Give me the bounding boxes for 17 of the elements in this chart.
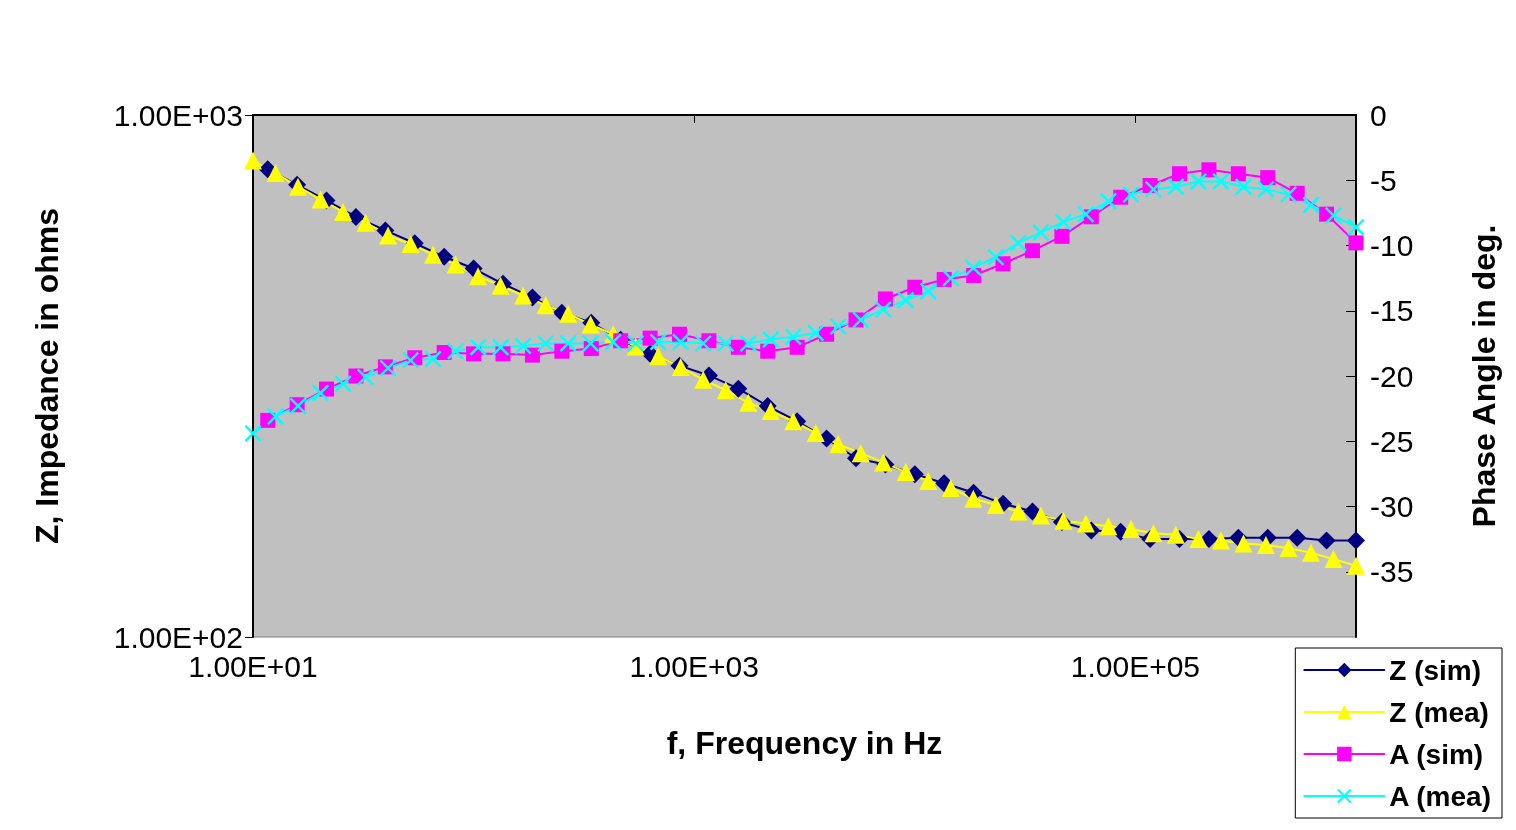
legend-label: Z (mea) [1389,696,1489,728]
y2-tick-label: -30 [1370,490,1414,523]
y2-axis-title: Phase Angle in deg. [1466,224,1502,528]
y2-tick-label: -20 [1370,359,1414,393]
legend-label: A (sim) [1389,738,1484,770]
y2-tick-label: -10 [1370,229,1414,262]
y2-tick-label: 0 [1370,98,1387,132]
y2-tick-label: -35 [1370,555,1414,589]
y-axis-title: Z, Impedance in ohms [29,207,65,545]
y2-tick-label: -5 [1370,163,1397,197]
legend-label: A (mea) [1389,780,1491,812]
y2-tick-label: -15 [1370,294,1414,328]
x-axis-title: f, Frequency in Hz [666,725,943,761]
legend-label: Z (sim) [1389,654,1482,686]
x-tick-label: 1.00E+05 [1070,649,1201,683]
y2-tick-label: -25 [1370,424,1414,458]
x-tick-label: 1.00E+03 [629,649,759,683]
